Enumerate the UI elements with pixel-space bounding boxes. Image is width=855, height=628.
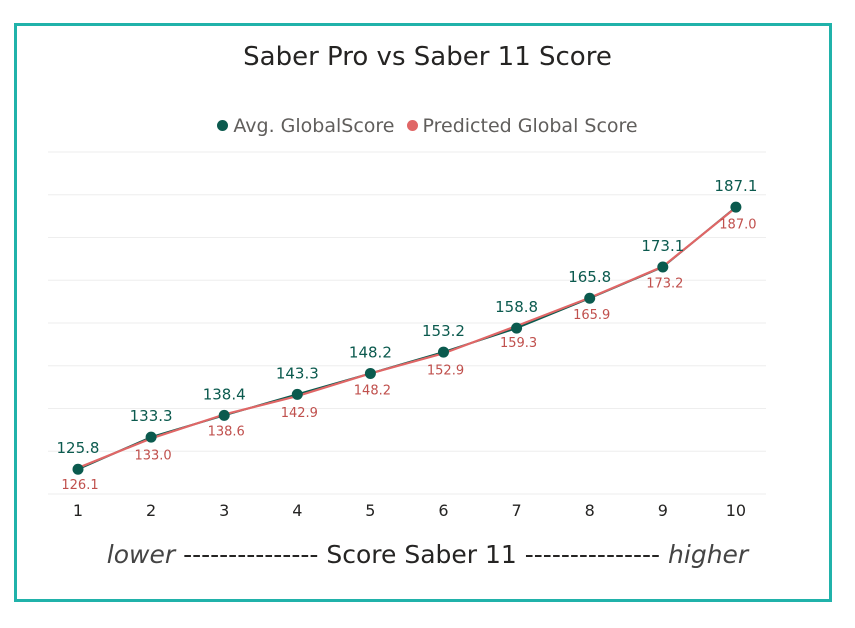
data-label-predicted: 187.0	[719, 218, 756, 233]
x-axis-label-left-dashes: ---------------	[183, 540, 319, 569]
x-tick-label: 1	[73, 501, 83, 520]
data-label-avg: 187.1	[714, 177, 757, 195]
x-tick-label: 7	[512, 501, 522, 520]
data-point-avg	[657, 261, 669, 273]
data-label-avg: 138.4	[203, 385, 246, 403]
data-label-predicted: 148.2	[354, 383, 391, 398]
data-label-avg: 158.8	[495, 298, 538, 316]
data-point-avg	[511, 322, 523, 334]
data-point-avg	[584, 292, 596, 304]
data-label-predicted: 165.9	[573, 308, 610, 323]
data-label-predicted: 152.9	[427, 363, 464, 378]
data-label-avg: 125.8	[57, 439, 100, 457]
data-label-predicted: 159.3	[500, 336, 537, 351]
data-point-avg	[291, 388, 303, 400]
x-tick-label: 6	[438, 501, 448, 520]
data-label-avg: 143.3	[276, 364, 319, 382]
data-point-avg	[72, 463, 84, 475]
data-label-predicted: 133.0	[134, 448, 171, 463]
x-axis-label: lower --------------- Score Saber 11 ---…	[0, 540, 855, 569]
data-label-predicted: 126.1	[61, 478, 98, 493]
data-label-predicted: 142.9	[281, 406, 318, 421]
legend-label-avg: Avg. GlobalScore	[233, 114, 395, 137]
legend-item-predicted[interactable]: Predicted Global Score	[406, 114, 638, 137]
chart-title: Saber Pro vs Saber 11 Score	[243, 42, 612, 72]
x-tick-label: 10	[726, 501, 746, 520]
data-label-avg: 153.2	[422, 322, 465, 340]
legend-item-avg[interactable]: Avg. GlobalScore	[217, 115, 394, 137]
data-label-avg: 148.2	[349, 343, 392, 361]
legend-marker-predicted	[406, 120, 418, 131]
data-label-avg: 165.8	[568, 268, 611, 286]
x-tick-label: 3	[219, 501, 229, 520]
x-tick-label: 8	[585, 501, 595, 520]
legend-marker-avg	[217, 120, 229, 131]
x-axis-label-right-dashes: ---------------	[524, 540, 661, 569]
data-label-predicted: 173.2	[646, 277, 683, 292]
x-tick-label: 5	[365, 501, 375, 520]
data-point-avg	[438, 346, 449, 358]
x-axis-label-lower: lower	[106, 540, 176, 569]
data-label-predicted: 138.6	[208, 424, 245, 439]
data-point-avg	[145, 431, 157, 443]
chart-legend: Avg. GlobalScore Predicted Global Score	[0, 114, 855, 137]
data-point-avg	[730, 201, 742, 213]
x-tick-label: 9	[658, 501, 668, 520]
data-point-avg	[364, 367, 376, 379]
chart-frame	[14, 23, 832, 602]
data-label-avg: 173.1	[641, 237, 684, 255]
x-tick-label: 2	[146, 501, 156, 520]
x-axis-label-higher: higher	[668, 540, 749, 569]
series-line-predicted	[77, 206, 737, 469]
legend-label-predicted: Predicted Global Score	[422, 114, 638, 137]
x-tick-label: 4	[292, 501, 302, 520]
data-point-avg	[218, 409, 230, 421]
data-label-avg: 133.3	[130, 407, 173, 425]
x-axis-label-title: Score Saber 11	[326, 540, 517, 569]
